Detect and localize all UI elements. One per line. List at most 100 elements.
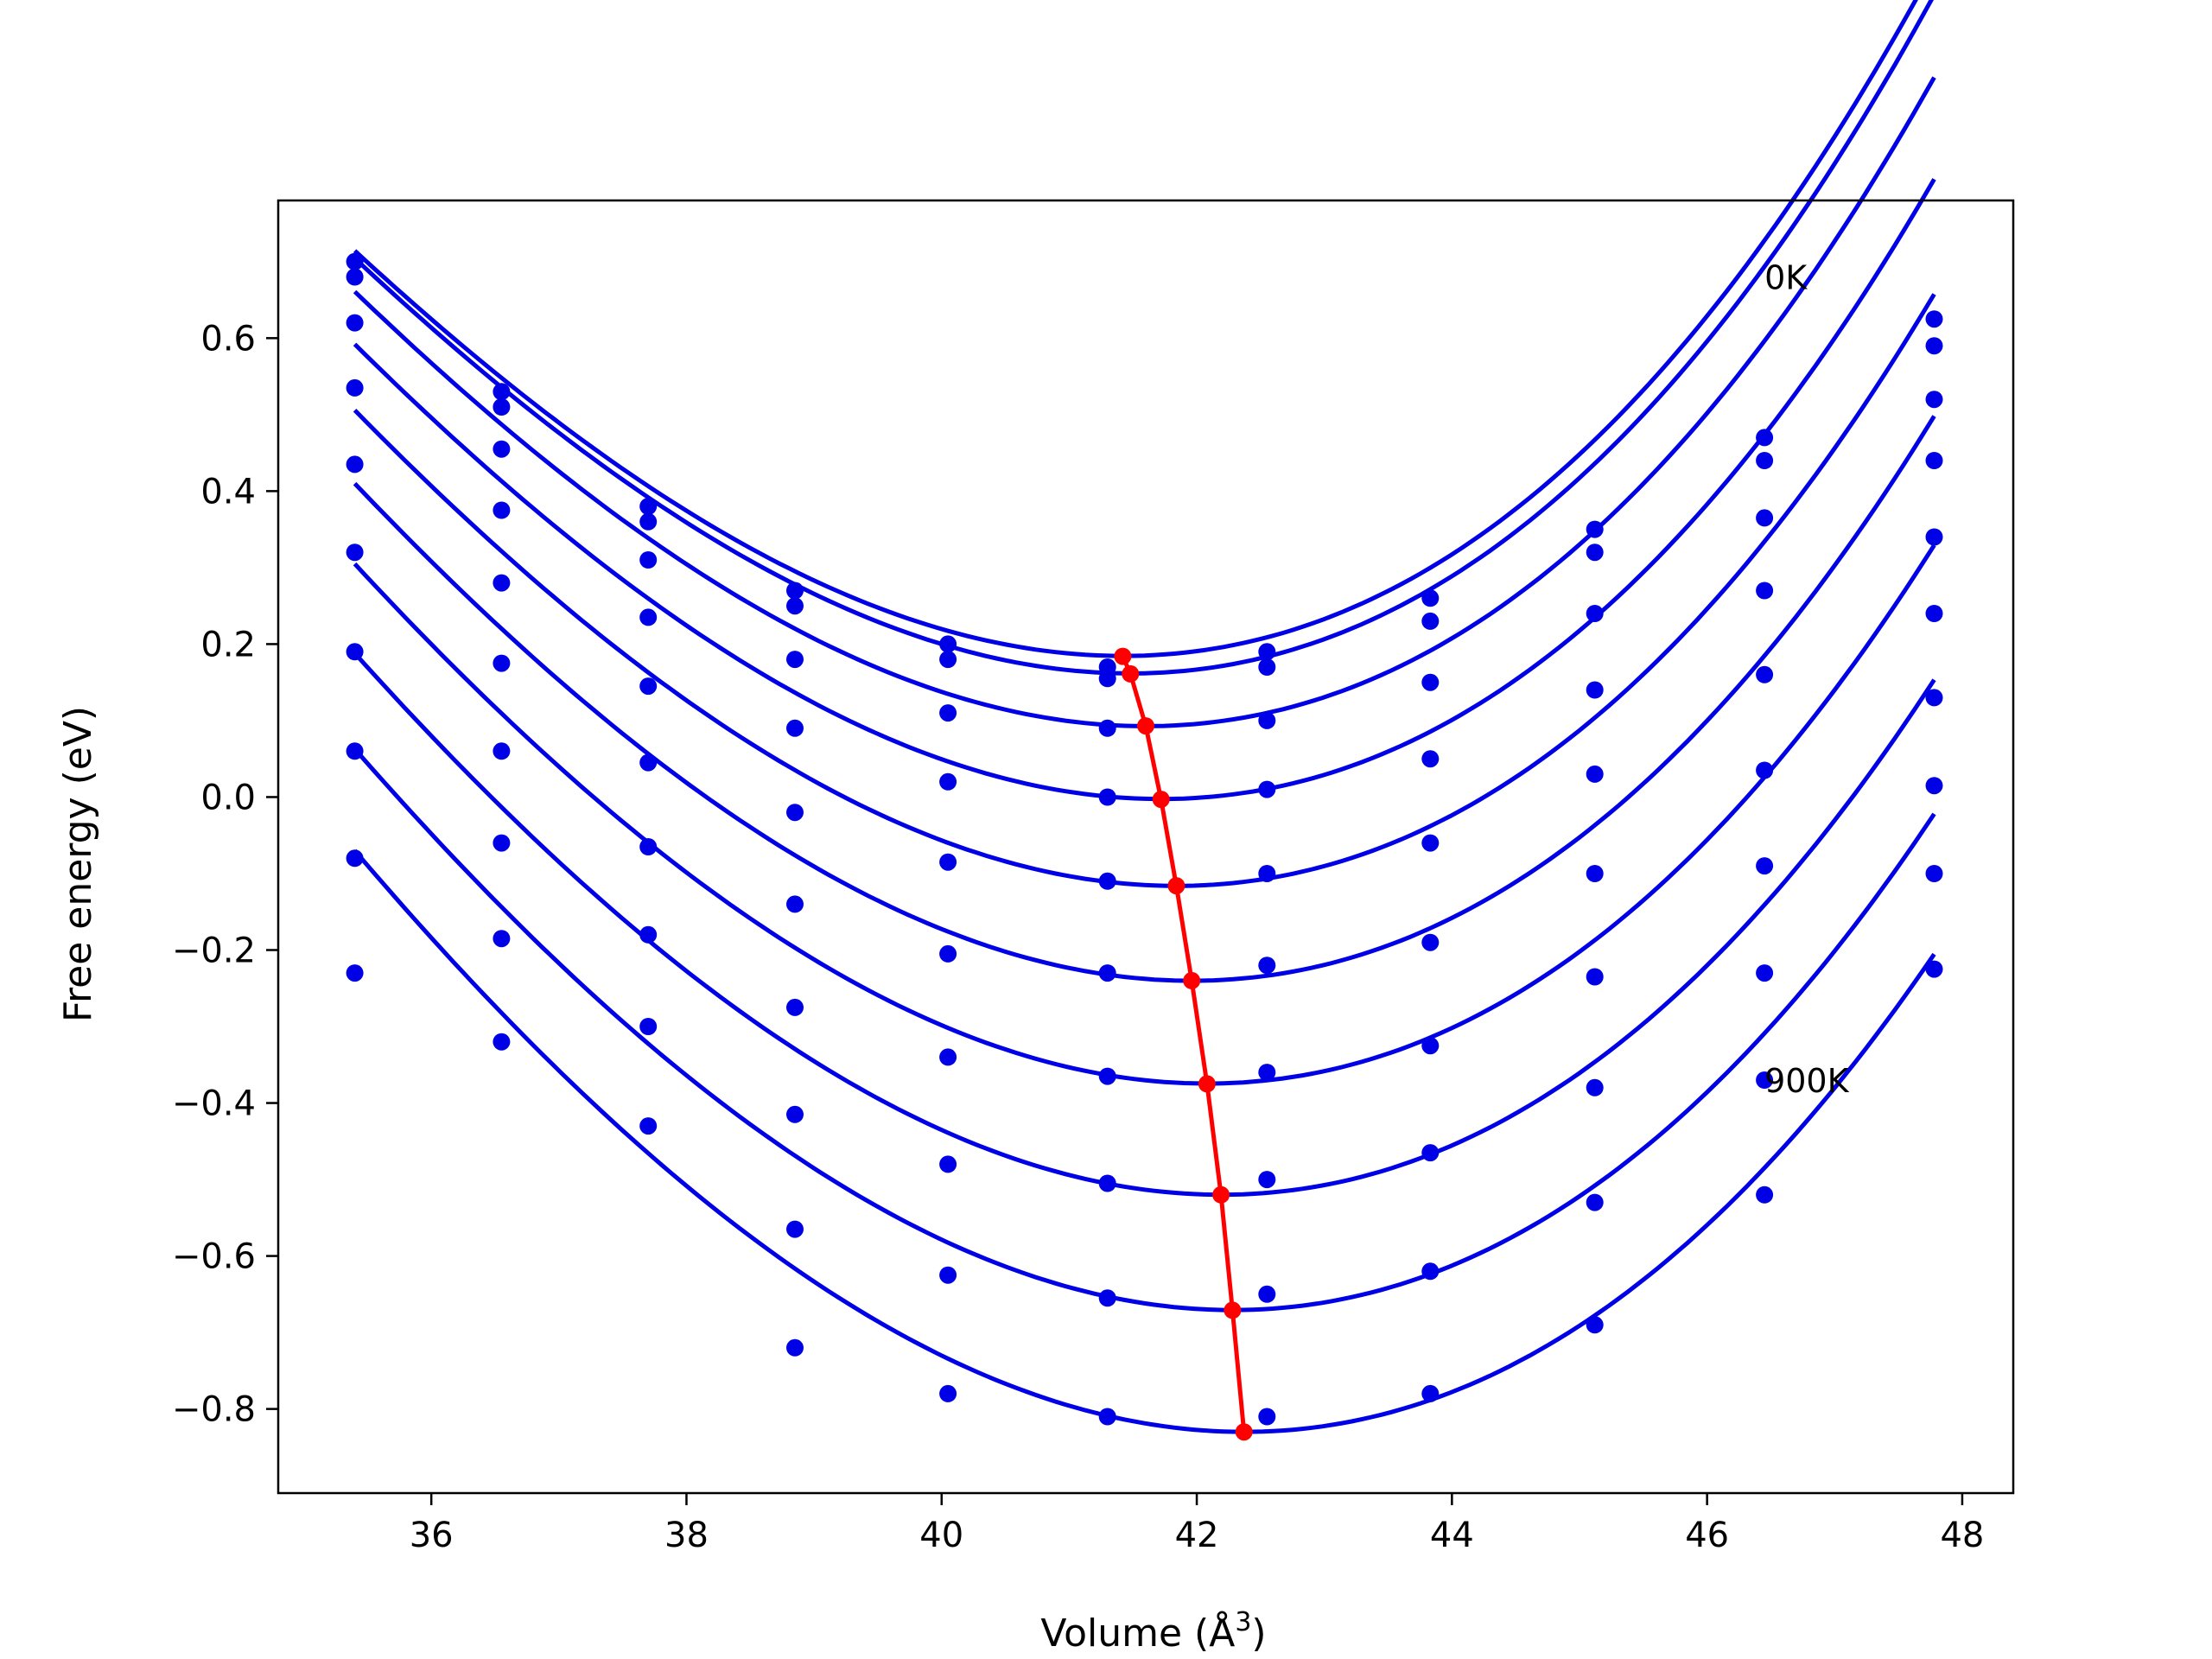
data-point (346, 455, 364, 474)
data-point (1586, 681, 1604, 699)
data-point (1586, 1316, 1604, 1334)
data-point (1925, 960, 1943, 978)
y-axis: −0.8 −0.6 −0.4 −0.2 0.0 0.2 0.4 0.6 (172, 319, 278, 1430)
data-point (786, 1220, 804, 1238)
y-tick-label: 0.2 (200, 625, 256, 664)
annotation-label: 900K (1764, 1062, 1850, 1100)
data-point (1925, 337, 1943, 355)
x-axis: 36 38 40 42 44 46 48 (410, 1493, 1984, 1555)
data-point (1756, 857, 1774, 875)
data-point (493, 654, 511, 672)
plot-frame (276, 199, 2015, 1495)
data-point (1756, 452, 1774, 469)
data-point (1586, 1078, 1604, 1096)
data-point (1098, 1408, 1116, 1426)
data-point (639, 608, 658, 626)
data-point (493, 501, 511, 519)
data-point (493, 930, 511, 948)
fit-curve-10 (353, 849, 1936, 1434)
data-point (346, 314, 364, 332)
data-point (1421, 1144, 1440, 1162)
data-point (1421, 1384, 1440, 1402)
data-point (939, 1155, 957, 1173)
x-axis-title: Volume (Å3) (1040, 1607, 1266, 1656)
data-point (1925, 528, 1943, 546)
data-point (1258, 865, 1276, 882)
data-point (639, 498, 658, 516)
data-point (786, 895, 804, 913)
annotations: 0K 900K (1764, 259, 1850, 1100)
data-point (1258, 957, 1276, 975)
data-point (639, 925, 658, 944)
x-tick-label: 36 (410, 1516, 454, 1555)
data-point (1098, 719, 1116, 737)
minimum-point (1224, 1301, 1242, 1319)
data-point (1756, 665, 1774, 683)
data-point (939, 1266, 957, 1284)
minimum-point (1183, 971, 1201, 989)
minimum-point (1235, 1423, 1253, 1441)
data-point (1756, 509, 1774, 527)
minima-trace (1114, 647, 1253, 1441)
y-tick-label: 0.0 (200, 778, 256, 817)
data-point (786, 1105, 804, 1123)
data-point (1756, 1071, 1774, 1089)
data-point (346, 252, 364, 270)
data-point (1586, 865, 1604, 882)
data-point (639, 551, 658, 569)
data-point (1756, 761, 1774, 779)
data-point (786, 582, 804, 600)
annotation-label: 0K (1764, 259, 1808, 297)
data-point (1925, 777, 1943, 795)
data-point (1756, 964, 1774, 982)
data-point (1421, 1037, 1440, 1055)
data-point (639, 677, 658, 696)
data-point (346, 268, 364, 286)
data-point (1258, 658, 1276, 676)
data-point (1586, 968, 1604, 986)
x-tick-label: 48 (1940, 1516, 1984, 1555)
data-point (939, 772, 957, 791)
data-point (939, 651, 957, 669)
y-tick-label: −0.6 (172, 1237, 256, 1277)
data-point (639, 753, 658, 772)
data-point (1098, 872, 1116, 890)
data-point (1421, 673, 1440, 691)
data-point (1586, 543, 1604, 562)
fit-curve-5 (353, 293, 1936, 888)
data-point (1586, 520, 1604, 538)
data-point (1925, 452, 1943, 469)
data-point (639, 838, 658, 855)
data-point (1586, 605, 1604, 622)
fit-curve-2 (353, 0, 1934, 676)
data-point (493, 440, 511, 458)
data-point (346, 742, 364, 760)
y-tick-label: 0.6 (200, 319, 256, 359)
minima-line (1121, 655, 1247, 1433)
data-point (1925, 391, 1943, 409)
data-point (1258, 1285, 1276, 1303)
data-point (493, 742, 511, 760)
data-point (939, 944, 957, 963)
data-point (1421, 750, 1440, 768)
data-point (493, 1033, 511, 1051)
y-tick-label: −0.8 (172, 1390, 256, 1430)
fit-curve-1 (353, 0, 1918, 658)
data-point (1756, 429, 1774, 447)
data-point (1098, 788, 1116, 806)
data-point (639, 512, 658, 531)
minimum-point (1114, 647, 1132, 665)
data-point (786, 651, 804, 669)
fit-curve-7 (353, 543, 1936, 1086)
data-point (493, 834, 511, 852)
data-point (1421, 1262, 1440, 1281)
x-tick-label: 46 (1685, 1516, 1729, 1555)
minimum-point (1122, 664, 1140, 683)
data-point (346, 643, 364, 661)
data-point (1586, 1193, 1604, 1211)
data-point (639, 1018, 658, 1035)
x-tick-label: 40 (919, 1516, 963, 1555)
y-tick-label: −0.2 (172, 931, 256, 971)
data-point (493, 398, 511, 416)
y-tick-label: −0.4 (172, 1084, 256, 1124)
